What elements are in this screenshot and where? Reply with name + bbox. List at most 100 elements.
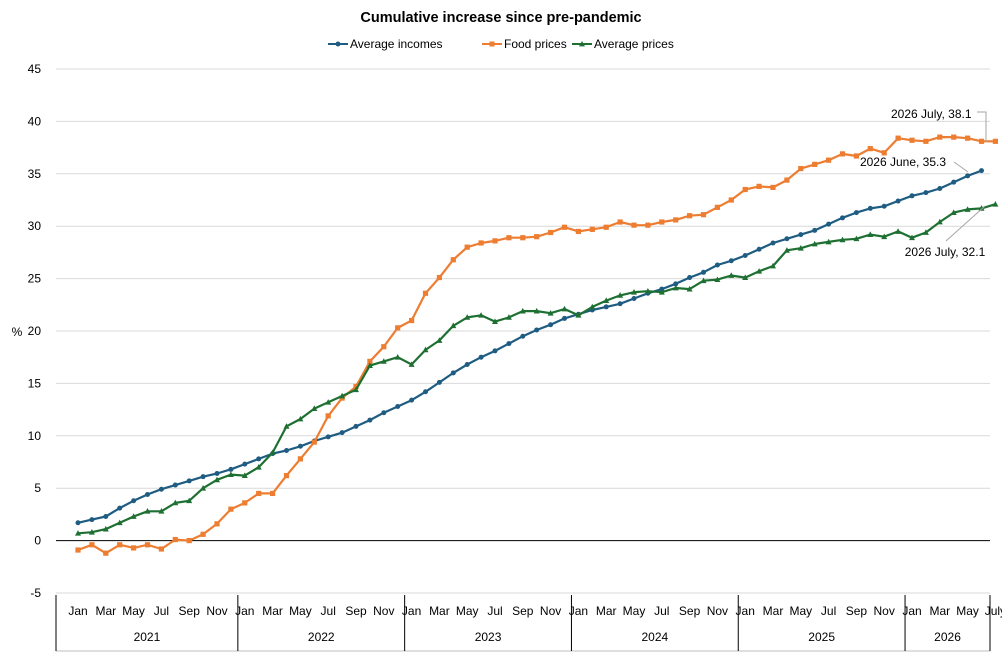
y-tick-label: 30: [28, 219, 42, 233]
y-tick-label: 10: [28, 429, 42, 443]
x-tick-label: Jan: [569, 604, 588, 618]
data-point: [409, 317, 415, 324]
data-point: [645, 222, 651, 228]
data-point: [728, 197, 734, 203]
annotation-leader: [945, 205, 986, 242]
legend-label: Average incomes: [350, 37, 443, 51]
data-point: [923, 190, 929, 196]
data-point: [895, 228, 902, 234]
legend[interactable]: Average incomes Food prices Average prices: [328, 37, 674, 51]
data-point: [756, 268, 763, 274]
legend-label: Average prices: [594, 37, 674, 51]
data-point: [436, 274, 442, 281]
legend-marker: [489, 41, 495, 47]
data-point: [659, 219, 665, 225]
data-point: [853, 153, 859, 159]
data-point: [172, 499, 179, 506]
data-point: [450, 370, 456, 376]
legend-item[interactable]: Food prices: [482, 37, 567, 51]
data-point: [978, 138, 985, 144]
data-point: [102, 525, 109, 532]
data-point: [812, 161, 818, 167]
legend-item[interactable]: Average incomes: [328, 37, 443, 51]
x-tick-label: Nov: [707, 604, 728, 618]
gridlines: [56, 68, 990, 594]
data-point: [131, 545, 137, 551]
x-tick-label: Mar: [429, 604, 450, 618]
data-point: [547, 309, 554, 316]
data-point: [714, 262, 720, 268]
data-point: [395, 403, 401, 409]
data-point: [492, 318, 498, 324]
legend-label: Food prices: [504, 37, 567, 51]
data-point: [200, 531, 206, 537]
x-tick-label: Mar: [929, 604, 950, 618]
data-point: [672, 284, 679, 291]
data-point: [381, 410, 387, 416]
data-point: [103, 550, 109, 556]
data-point: [770, 240, 776, 246]
data-point: [214, 471, 220, 477]
data-point: [534, 234, 540, 240]
x-tick-label: Sep: [345, 604, 367, 618]
data-point: [200, 485, 207, 491]
annotation-label: 2026 July, 32.1: [905, 245, 986, 259]
data-point: [687, 275, 693, 281]
data-point: [422, 290, 429, 296]
series-line: [77, 203, 996, 535]
data-point: [464, 244, 470, 250]
data-point: [770, 262, 776, 269]
y-tick-label: 15: [28, 376, 42, 390]
data-point: [423, 389, 428, 395]
data-point: [408, 361, 415, 367]
year-label: 2024: [641, 630, 668, 644]
x-tick-label: Mar: [95, 604, 116, 618]
data-point: [548, 322, 554, 328]
data-point: [256, 456, 262, 462]
data-point: [617, 292, 624, 298]
data-point: [255, 464, 262, 470]
data-point: [673, 217, 679, 223]
data-point: [700, 277, 707, 284]
y-tick-label: 25: [28, 272, 42, 286]
y-axis-label: %: [12, 325, 23, 339]
data-point: [965, 173, 971, 179]
data-point: [937, 185, 943, 191]
data-point: [116, 519, 123, 526]
data-point: [395, 325, 401, 331]
x-tick-label: Sep: [846, 604, 868, 618]
data-point: [367, 358, 373, 364]
data-point: [840, 215, 845, 221]
x-tick-label: Sep: [179, 604, 201, 618]
data-point: [450, 257, 456, 263]
data-point: [839, 236, 846, 243]
y-tick-label: 0: [34, 534, 41, 548]
x-tick-label: May: [623, 604, 646, 618]
data-point: [242, 461, 248, 467]
legend-marker: [335, 41, 341, 47]
x-tick-label: May: [122, 604, 145, 618]
data-point: [339, 430, 345, 436]
year-label: 2026: [934, 630, 961, 644]
x-tick-label: Jul: [487, 604, 502, 618]
data-point: [589, 226, 595, 232]
data-point: [520, 235, 526, 241]
data-point: [979, 168, 984, 174]
data-point: [367, 417, 373, 423]
series-average-prices: [75, 200, 999, 536]
legend-item[interactable]: Average prices: [572, 37, 674, 51]
data-point: [339, 392, 346, 399]
data-point: [686, 285, 693, 292]
data-point: [631, 222, 637, 228]
data-point: [589, 303, 596, 310]
data-point: [826, 221, 832, 227]
x-tick-label: Jan: [402, 604, 421, 618]
data-point: [617, 301, 623, 307]
data-point: [839, 151, 846, 157]
legend-marker: [579, 41, 585, 47]
annotations: 2026 July, 38.1 2026 June, 35.3 2026 July,…: [860, 107, 987, 259]
data-point: [644, 287, 651, 294]
data-point: [450, 322, 457, 329]
